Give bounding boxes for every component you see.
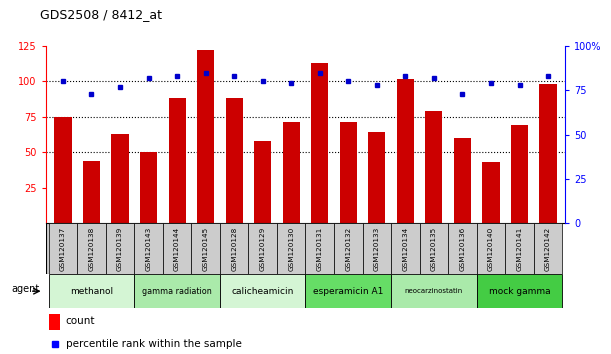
Bar: [283, 122, 300, 223]
Bar: [106, 223, 134, 274]
Text: GSM120128: GSM120128: [231, 227, 237, 271]
Bar: [511, 125, 528, 223]
Text: GSM120145: GSM120145: [203, 227, 208, 271]
Text: GSM120134: GSM120134: [403, 227, 408, 271]
Bar: [134, 274, 220, 308]
Bar: [54, 117, 71, 223]
Bar: [362, 223, 391, 274]
Bar: [311, 63, 328, 223]
Text: GSM120142: GSM120142: [545, 227, 551, 271]
Bar: [391, 223, 420, 274]
Bar: [534, 223, 562, 274]
Text: GSM120138: GSM120138: [89, 227, 95, 271]
Bar: [49, 223, 77, 274]
Text: GSM120129: GSM120129: [260, 227, 266, 271]
Bar: [391, 274, 477, 308]
Text: neocarzinostatin: neocarzinostatin: [404, 288, 463, 294]
Bar: [225, 98, 243, 223]
Bar: [83, 161, 100, 223]
Bar: [306, 274, 391, 308]
Bar: [191, 223, 220, 274]
Bar: [477, 274, 562, 308]
Bar: [340, 122, 357, 223]
Bar: [425, 111, 442, 223]
Bar: [77, 223, 106, 274]
Bar: [220, 274, 306, 308]
Bar: [249, 223, 277, 274]
Bar: [140, 152, 157, 223]
Bar: [483, 162, 500, 223]
Text: GSM120144: GSM120144: [174, 227, 180, 271]
Bar: [420, 223, 448, 274]
Text: GSM120143: GSM120143: [145, 227, 152, 271]
Bar: [368, 132, 386, 223]
Bar: [397, 79, 414, 223]
Bar: [197, 50, 214, 223]
Bar: [49, 274, 134, 308]
Text: mock gamma: mock gamma: [489, 287, 551, 296]
Bar: [254, 141, 271, 223]
Bar: [454, 138, 471, 223]
Text: GSM120130: GSM120130: [288, 227, 295, 271]
Text: GSM120133: GSM120133: [374, 227, 380, 271]
Text: agent: agent: [12, 285, 40, 295]
Bar: [306, 223, 334, 274]
Bar: [163, 223, 191, 274]
Text: count: count: [66, 316, 95, 326]
Bar: [49, 314, 60, 330]
Bar: [277, 223, 306, 274]
Bar: [169, 98, 186, 223]
Bar: [505, 223, 534, 274]
Text: esperamicin A1: esperamicin A1: [313, 287, 384, 296]
Text: GSM120135: GSM120135: [431, 227, 437, 271]
Text: calicheamicin: calicheamicin: [232, 287, 294, 296]
Text: GSM120132: GSM120132: [345, 227, 351, 271]
Bar: [220, 223, 249, 274]
Text: GSM120140: GSM120140: [488, 227, 494, 271]
Bar: [334, 223, 362, 274]
Bar: [134, 223, 163, 274]
Bar: [477, 223, 505, 274]
Text: percentile rank within the sample: percentile rank within the sample: [66, 339, 242, 349]
Text: GSM120141: GSM120141: [516, 227, 522, 271]
Bar: [448, 223, 477, 274]
Bar: [540, 84, 557, 223]
Text: gamma radiation: gamma radiation: [142, 287, 212, 296]
Text: GSM120139: GSM120139: [117, 227, 123, 271]
Bar: [111, 134, 128, 223]
Text: GDS2508 / 8412_at: GDS2508 / 8412_at: [40, 8, 162, 21]
Text: methanol: methanol: [70, 287, 113, 296]
Text: GSM120137: GSM120137: [60, 227, 66, 271]
Text: GSM120131: GSM120131: [316, 227, 323, 271]
Text: GSM120136: GSM120136: [459, 227, 466, 271]
